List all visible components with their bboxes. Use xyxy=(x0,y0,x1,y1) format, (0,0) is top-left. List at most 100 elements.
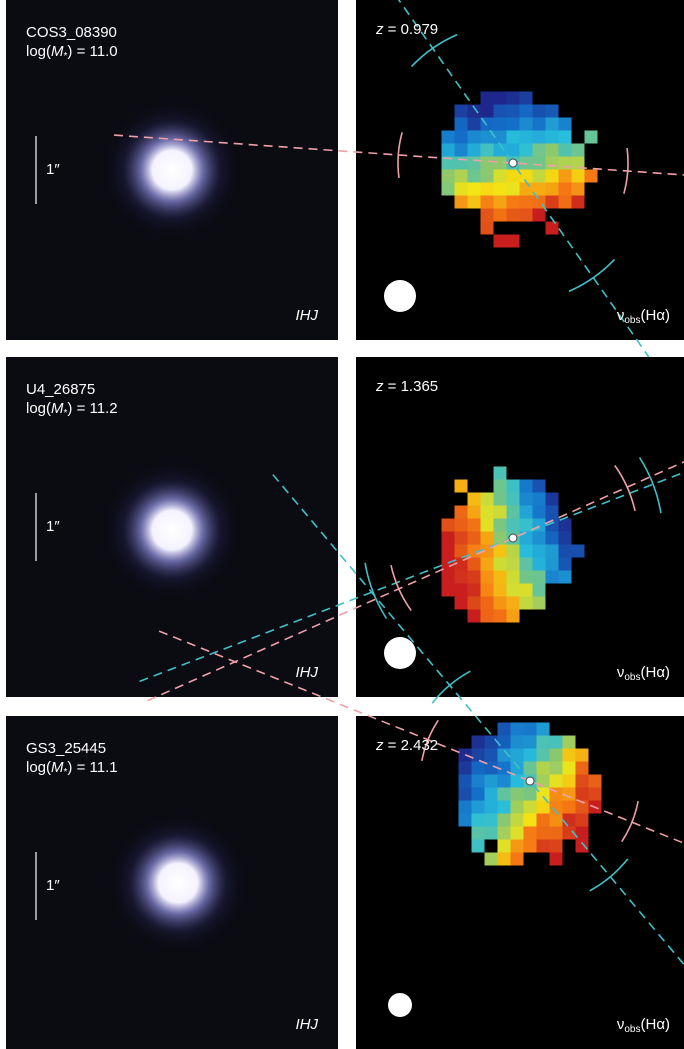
map-pixel xyxy=(506,208,520,222)
map-pixel xyxy=(532,544,546,558)
velocity-line: (Hα) xyxy=(640,1016,671,1033)
map-pixel xyxy=(493,531,507,545)
map-pixel xyxy=(536,787,550,801)
map-pixel xyxy=(480,169,494,183)
map-pixel xyxy=(545,505,559,519)
map-pixel xyxy=(532,156,546,170)
map-pixel xyxy=(510,826,524,840)
mass-prefix: log( xyxy=(26,43,52,60)
center-marker xyxy=(525,776,535,786)
map-pixel xyxy=(458,800,472,814)
map-pixel xyxy=(454,117,468,131)
map-pixel xyxy=(454,505,468,519)
map-pixel xyxy=(545,130,559,144)
map-pixel xyxy=(493,518,507,532)
map-pixel xyxy=(506,570,520,584)
map-pixel xyxy=(558,182,572,196)
galaxy-label: COS3_08390 log(M*) = 11.0 xyxy=(26,23,118,66)
map-pixel xyxy=(575,774,589,788)
map-pixel xyxy=(519,505,533,519)
map-pixel xyxy=(454,583,468,597)
map-pixel xyxy=(532,143,546,157)
map-pixel xyxy=(467,505,481,519)
map-pixel xyxy=(510,748,524,762)
map-pixel xyxy=(549,839,563,853)
map-pixel xyxy=(493,169,507,183)
map-pixel xyxy=(471,748,485,762)
map-pixel xyxy=(484,800,498,814)
map-pixel xyxy=(480,492,494,506)
map-pixel xyxy=(484,748,498,762)
map-pixel xyxy=(467,557,481,571)
mass-value: ) = 11.0 xyxy=(67,43,118,60)
map-pixel xyxy=(519,479,533,493)
band-text: IHJ xyxy=(295,1016,319,1033)
map-pixel xyxy=(493,195,507,209)
map-pixel xyxy=(454,143,468,157)
map-pixel xyxy=(467,583,481,597)
map-pixel xyxy=(506,91,520,105)
map-pixel xyxy=(484,735,498,749)
map-pixel xyxy=(480,143,494,157)
map-pixel xyxy=(536,839,550,853)
map-pixel xyxy=(484,826,498,840)
map-pixel xyxy=(467,169,481,183)
map-pixel xyxy=(558,169,572,183)
map-pixel xyxy=(545,531,559,545)
map-pixel xyxy=(506,104,520,118)
map-pixel xyxy=(493,143,507,157)
map-pixel xyxy=(458,761,472,775)
map-pixel xyxy=(480,518,494,532)
map-pixel xyxy=(536,826,550,840)
map-pixel xyxy=(497,839,511,853)
center-marker xyxy=(508,533,518,543)
map-pixel xyxy=(471,800,485,814)
map-pixel xyxy=(532,117,546,131)
band-label: IHJ xyxy=(296,663,319,682)
map-pixel xyxy=(493,182,507,196)
map-pixel xyxy=(558,518,572,532)
map-pixel xyxy=(549,761,563,775)
map-pixel xyxy=(506,117,520,131)
velocity-label: νobs(Hα) xyxy=(617,663,670,687)
map-pixel xyxy=(532,557,546,571)
map-pixel xyxy=(545,557,559,571)
map-pixel xyxy=(562,787,576,801)
map-pixel xyxy=(523,800,537,814)
mass-value: ) = 11.2 xyxy=(67,400,118,417)
map-pixel xyxy=(575,839,589,853)
map-pixel xyxy=(506,143,520,157)
velocity-label: νobs(Hα) xyxy=(617,306,670,330)
map-pixel xyxy=(506,130,520,144)
map-pixel xyxy=(441,544,455,558)
map-pixel xyxy=(510,813,524,827)
velocity-label: νobs(Hα) xyxy=(617,1015,670,1039)
map-pixel xyxy=(510,761,524,775)
map-pixel xyxy=(467,130,481,144)
map-pixel xyxy=(493,570,507,584)
map-pixel xyxy=(454,195,468,209)
axis-arc xyxy=(421,719,439,762)
map-pixel xyxy=(506,557,520,571)
map-pixel xyxy=(575,748,589,762)
map-pixel xyxy=(545,221,559,235)
map-pixel xyxy=(441,557,455,571)
map-pixel xyxy=(493,130,507,144)
map-pixel xyxy=(510,800,524,814)
velocity-symbol: ν xyxy=(616,307,625,324)
map-pixel xyxy=(575,761,589,775)
map-pixel xyxy=(467,117,481,131)
map-pixel xyxy=(454,557,468,571)
map-pixel xyxy=(454,169,468,183)
map-pixel xyxy=(549,735,563,749)
map-pixel xyxy=(506,182,520,196)
map-pixel xyxy=(493,466,507,480)
map-pixel xyxy=(545,544,559,558)
map-pixel xyxy=(480,505,494,519)
map-pixel xyxy=(506,544,520,558)
map-pixel xyxy=(506,505,520,519)
map-pixel xyxy=(458,813,472,827)
map-pixel xyxy=(471,826,485,840)
map-pixel xyxy=(471,761,485,775)
